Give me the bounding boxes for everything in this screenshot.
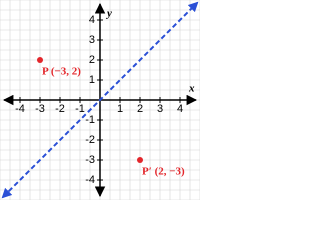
reflection-line [1,1,199,199]
point [37,57,43,63]
chart: x y -4 -3 -2 -1 1 2 3 4 4 3 2 1 -1 -2 -3 -4 P (−3, 2) P′ … [0,0,200,200]
y-tick-label: 4 [89,14,95,26]
point-label: P (−3, 2) [42,66,81,78]
y-tick-label: -1 [85,114,95,126]
y-tick-label: -2 [85,134,95,146]
y-tick-label: 2 [89,54,95,66]
x-tick-label: -3 [35,103,45,115]
x-tick-label: -2 [55,103,65,115]
point-label: P′ (2, −3) [142,166,185,178]
x-tick-label: 2 [137,103,143,115]
x-tick-label: 1 [117,103,123,115]
y-axis-label: y [105,8,112,20]
x-tick-label: 3 [157,103,163,115]
page: x y -4 -3 -2 -1 1 2 3 4 4 3 2 1 -1 -2 -3 -4 P (−3, 2) P′ … [0,0,200,200]
y-tick-label: -3 [85,154,95,166]
y-tick-label: 3 [89,34,95,46]
x-axis-label: x [188,83,195,95]
x-tick-label: -4 [15,103,25,115]
x-tick-label: 4 [177,103,183,115]
y-tick-label: -4 [85,174,95,186]
point [137,157,143,163]
x-tick-label: -1 [75,103,85,115]
y-tick-label: 1 [89,74,95,86]
